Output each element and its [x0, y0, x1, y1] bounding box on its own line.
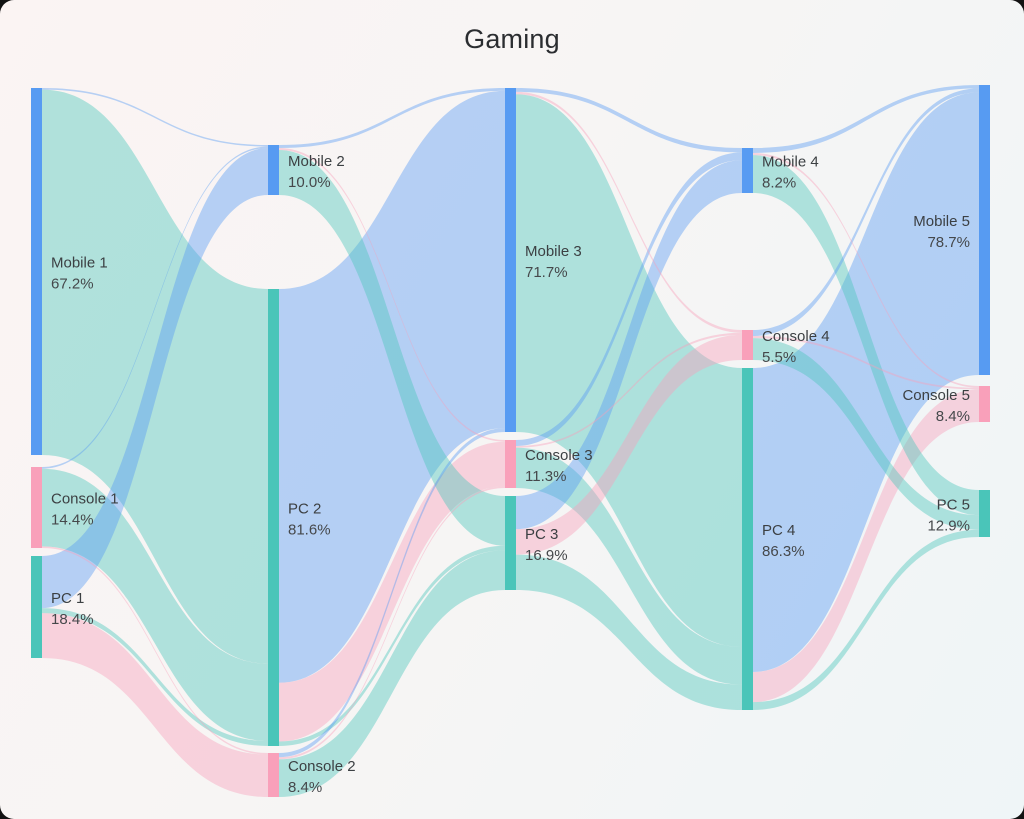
node-percent-console-1: 14.4%	[51, 512, 94, 529]
node-percent-mobile-3: 71.7%	[525, 264, 568, 281]
node-label-console-4: Console 4	[762, 328, 830, 345]
sankey-link-pc-2-to-mobile-3[interactable]	[279, 90, 505, 683]
node-label-console-2: Console 2	[288, 758, 356, 775]
sankey-node-mobile-5[interactable]	[979, 85, 990, 375]
sankey-link-console-3-to-console-4[interactable]	[516, 332, 742, 448]
sankey-link-mobile-2-to-mobile-3[interactable]	[279, 88, 505, 148]
node-label-mobile-5: Mobile 5	[913, 213, 970, 230]
node-percent-mobile-2: 10.0%	[288, 174, 331, 191]
sankey-link-pc-3-to-pc-4[interactable]	[516, 554, 742, 710]
sankey-link-console-1-to-pc-2[interactable]	[42, 468, 268, 741]
sankey-link-mobile-3-to-mobile-4[interactable]	[516, 88, 742, 153]
sankey-link-mobile-3-to-console-4[interactable]	[516, 91, 742, 333]
sankey-link-mobile-1-to-mobile-2[interactable]	[42, 88, 268, 147]
sankey-link-console-1-to-mobile-2[interactable]	[42, 146, 268, 469]
sankey-node-pc-3[interactable]	[505, 496, 516, 590]
sankey-link-mobile-4-to-mobile-5[interactable]	[753, 85, 979, 153]
sankey-node-mobile-3[interactable]	[505, 88, 516, 432]
sankey-link-pc-4-to-mobile-5[interactable]	[753, 92, 979, 672]
sankey-node-mobile-1[interactable]	[31, 88, 42, 455]
sankey-node-console-2[interactable]	[268, 753, 279, 797]
sankey-node-console-4[interactable]	[742, 330, 753, 360]
sankey-link-pc-3-to-mobile-4[interactable]	[516, 160, 742, 530]
node-label-pc-2: PC 2	[288, 501, 321, 518]
sankey-link-pc-1-to-mobile-2[interactable]	[42, 148, 268, 609]
sankey-link-console-2-to-console-3[interactable]	[279, 486, 505, 760]
sankey-link-mobile-4-to-console-5[interactable]	[753, 152, 979, 388]
sankey-link-console-4-to-pc-5[interactable]	[753, 338, 979, 530]
sankey-node-pc-5[interactable]	[979, 490, 990, 537]
sankey-link-pc-1-to-console-2[interactable]	[42, 613, 268, 797]
sankey-node-console-1[interactable]	[31, 467, 42, 548]
sankey-link-console-3-to-pc-4[interactable]	[516, 447, 742, 685]
sankey-link-mobile-1-to-pc-2[interactable]	[42, 89, 268, 664]
sankey-node-mobile-4[interactable]	[742, 148, 753, 193]
node-percent-mobile-1: 67.2%	[51, 276, 94, 293]
node-label-console-1: Console 1	[51, 491, 119, 508]
sankey-link-console-4-to-mobile-5[interactable]	[753, 88, 979, 336]
node-percent-pc-4: 86.3%	[762, 543, 805, 560]
sankey-link-mobile-4-to-pc-5[interactable]	[753, 155, 979, 516]
sankey-link-mobile-3-to-pc-4[interactable]	[516, 94, 742, 647]
node-percent-console-2: 8.4%	[288, 779, 322, 796]
node-label-console-5: Console 5	[902, 387, 970, 404]
sankey-link-console-2-to-pc-3[interactable]	[279, 550, 505, 797]
node-percent-console-3: 11.3%	[525, 468, 566, 485]
node-label-mobile-1: Mobile 1	[51, 255, 108, 272]
node-percent-mobile-4: 8.2%	[762, 175, 796, 192]
sankey-node-pc-1[interactable]	[31, 556, 42, 658]
chart-title: Gaming	[464, 24, 560, 54]
sankey-link-console-1-to-console-2[interactable]	[42, 546, 268, 755]
sankey-link-console-4-to-console-5[interactable]	[753, 336, 979, 390]
sankey-link-pc-4-to-console-5[interactable]	[753, 389, 979, 703]
sankey-node-console-5[interactable]	[979, 386, 990, 422]
sankey-link-pc-2-to-pc-3[interactable]	[279, 545, 505, 746]
sankey-node-pc-2[interactable]	[268, 289, 279, 746]
sankey-link-pc-1-to-pc-2[interactable]	[42, 608, 268, 746]
node-label-mobile-3: Mobile 3	[525, 243, 582, 260]
node-label-mobile-4: Mobile 4	[762, 154, 819, 171]
node-label-pc-5: PC 5	[937, 497, 970, 514]
sankey-link-console-2-to-mobile-3[interactable]	[279, 428, 505, 758]
node-label-console-3: Console 3	[525, 447, 593, 464]
node-percent-pc-2: 81.6%	[288, 522, 331, 539]
sankey-link-pc-4-to-pc-5[interactable]	[753, 529, 979, 710]
sankey-node-pc-4[interactable]	[742, 368, 753, 710]
node-percent-pc-3: 16.9%	[525, 547, 568, 564]
sankey-link-mobile-2-to-pc-3[interactable]	[279, 150, 505, 546]
sankey-link-pc-2-to-console-3[interactable]	[279, 441, 505, 742]
node-percent-pc-1: 18.4%	[51, 611, 94, 628]
sankey-link-console-3-to-mobile-4[interactable]	[516, 152, 742, 446]
sankey-link-pc-3-to-console-4[interactable]	[516, 334, 742, 555]
sankey-link-mobile-2-to-console-3[interactable]	[279, 148, 505, 442]
sankey-node-mobile-2[interactable]	[268, 145, 279, 195]
node-label-mobile-2: Mobile 2	[288, 153, 345, 170]
node-percent-mobile-5: 78.7%	[927, 234, 970, 251]
node-percent-console-4: 5.5%	[762, 349, 796, 366]
node-percent-pc-5: 12.9%	[927, 518, 970, 535]
sankey-node-console-3[interactable]	[505, 440, 516, 488]
node-label-pc-3: PC 3	[525, 526, 558, 543]
node-percent-console-5: 8.4%	[936, 408, 970, 425]
node-label-pc-4: PC 4	[762, 522, 795, 539]
node-label-pc-1: PC 1	[51, 590, 84, 607]
